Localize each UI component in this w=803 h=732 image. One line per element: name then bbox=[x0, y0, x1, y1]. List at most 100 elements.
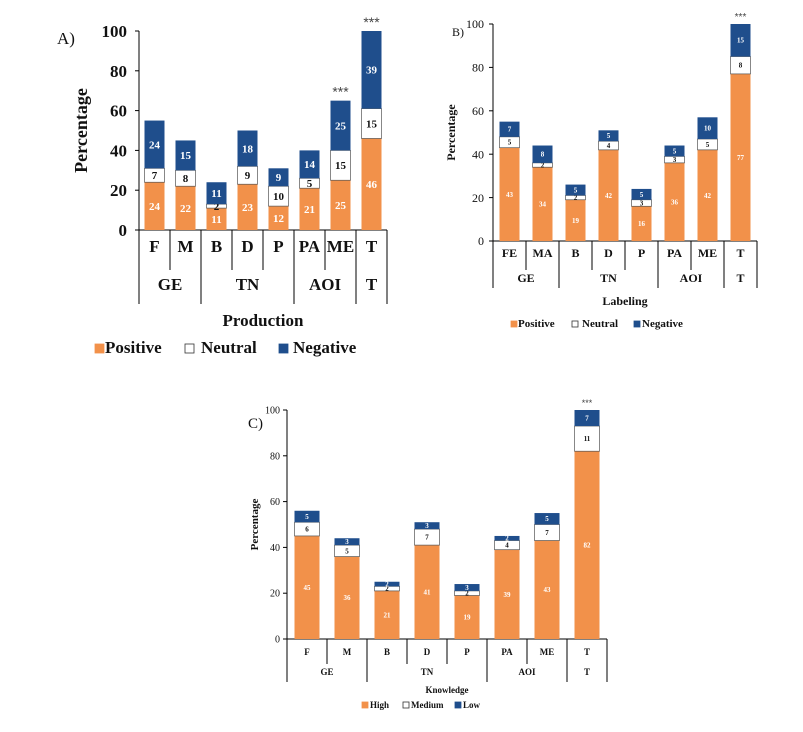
data-label: 2 bbox=[385, 580, 389, 588]
bar-segment bbox=[532, 167, 553, 241]
legend-swatch bbox=[402, 701, 410, 709]
data-label: 3 bbox=[425, 522, 429, 530]
x-axis-title: Production bbox=[223, 311, 304, 330]
data-label: 5 bbox=[305, 513, 309, 521]
legend-swatch bbox=[571, 320, 579, 328]
data-label: 7 bbox=[545, 529, 549, 537]
data-label: 3 bbox=[345, 538, 349, 546]
data-label: 2 bbox=[574, 194, 578, 202]
data-label: 3 bbox=[465, 584, 469, 592]
chart-panel-1: A)020406080100PercentageF24724M22815B112… bbox=[57, 14, 388, 357]
data-label: 9 bbox=[245, 170, 251, 182]
y-axis-title: Percentage bbox=[444, 104, 458, 161]
x-tick-label: F bbox=[149, 237, 159, 256]
bar-segment bbox=[361, 31, 382, 109]
data-label: 43 bbox=[506, 191, 514, 199]
data-label: 11 bbox=[211, 214, 221, 226]
bar-segment bbox=[494, 535, 520, 541]
data-label: 5 bbox=[673, 147, 677, 155]
group-label: GE bbox=[320, 667, 333, 677]
data-label: 43 bbox=[544, 586, 552, 594]
group-label: TN bbox=[600, 271, 617, 285]
y-axis-title: Percentage bbox=[71, 88, 91, 173]
bar-segment bbox=[374, 590, 400, 639]
data-label: 36 bbox=[344, 594, 352, 602]
data-label: 46 bbox=[366, 179, 378, 191]
chart-panel-2: B)020406080100PercentageFE4357MA3428B192… bbox=[444, 12, 758, 330]
data-label: 9 bbox=[276, 172, 282, 184]
chart-panel-3: C)020406080100PercentageF4565M3653B2122D… bbox=[248, 398, 608, 710]
x-tick-label: T bbox=[736, 246, 744, 260]
y-tick-label: 20 bbox=[110, 181, 127, 200]
panel-label: A) bbox=[57, 29, 75, 48]
legend-swatch bbox=[278, 343, 289, 354]
bar-segment bbox=[494, 549, 520, 639]
data-label: 39 bbox=[504, 591, 512, 599]
bar-segment bbox=[574, 410, 600, 427]
y-tick-label: 60 bbox=[472, 104, 484, 118]
bar-segment bbox=[268, 168, 289, 187]
data-label: 22 bbox=[180, 203, 192, 215]
data-label: 8 bbox=[739, 62, 743, 70]
legend-swatch bbox=[184, 343, 195, 354]
data-label: 2 bbox=[465, 590, 469, 598]
x-tick-label: PA bbox=[667, 246, 682, 260]
x-tick-label: PA bbox=[299, 237, 321, 256]
bar-segment bbox=[574, 425, 600, 452]
significance-marker: *** bbox=[735, 12, 747, 23]
bar-segment bbox=[534, 513, 560, 525]
group-label: GE bbox=[517, 271, 534, 285]
significance-marker: *** bbox=[582, 398, 593, 408]
legend-label: Positive bbox=[518, 318, 555, 330]
data-label: 5 bbox=[574, 186, 578, 194]
bar-segment bbox=[454, 584, 480, 591]
data-label: 39 bbox=[366, 65, 378, 77]
data-label: 19 bbox=[464, 614, 472, 622]
data-label: 42 bbox=[704, 192, 712, 200]
group-label: T bbox=[366, 275, 378, 294]
significance-marker: *** bbox=[332, 84, 349, 100]
data-label: 11 bbox=[584, 435, 591, 443]
data-label: 15 bbox=[335, 160, 347, 172]
legend-swatch bbox=[361, 701, 369, 709]
group-label: GE bbox=[158, 275, 183, 294]
data-label: 41 bbox=[424, 589, 432, 597]
data-label: 21 bbox=[304, 204, 315, 216]
data-label: 15 bbox=[180, 150, 192, 162]
bar-segment bbox=[697, 149, 718, 241]
y-tick-label: 100 bbox=[466, 17, 484, 31]
legend-swatch bbox=[94, 343, 105, 354]
y-tick-label: 80 bbox=[270, 451, 280, 462]
significance-marker: *** bbox=[363, 14, 380, 30]
x-tick-label: ME bbox=[327, 237, 354, 256]
y-axis-title: Percentage bbox=[249, 499, 261, 551]
data-label: 21 bbox=[384, 611, 392, 619]
data-label: 14 bbox=[304, 159, 316, 171]
data-label: 7 bbox=[508, 126, 512, 134]
legend-swatch bbox=[510, 320, 518, 328]
bar-segment bbox=[175, 140, 196, 171]
panel-label: C) bbox=[248, 416, 263, 432]
bar-segment bbox=[144, 120, 165, 169]
bar-segment bbox=[361, 138, 382, 230]
x-axis-title: Labeling bbox=[602, 294, 647, 308]
data-label: 23 bbox=[242, 202, 254, 214]
y-tick-label: 80 bbox=[110, 62, 127, 81]
bar-segment bbox=[565, 184, 586, 196]
x-tick-label: PA bbox=[501, 647, 513, 657]
data-label: 82 bbox=[584, 542, 592, 550]
legend-label: Medium bbox=[411, 700, 444, 710]
bar-segment bbox=[374, 581, 400, 587]
y-tick-label: 0 bbox=[275, 635, 280, 646]
bar-segment bbox=[294, 535, 320, 639]
legend-label: Neutral bbox=[582, 318, 618, 330]
x-tick-label: P bbox=[464, 647, 470, 657]
y-tick-label: 100 bbox=[102, 22, 128, 41]
group-label: T bbox=[584, 667, 590, 677]
data-label: 2 bbox=[505, 535, 509, 543]
bar-segment bbox=[414, 522, 440, 530]
bar-segment bbox=[414, 545, 440, 639]
data-label: 4 bbox=[505, 542, 509, 550]
data-label: 2 bbox=[214, 201, 220, 213]
bar-segment bbox=[334, 538, 360, 546]
